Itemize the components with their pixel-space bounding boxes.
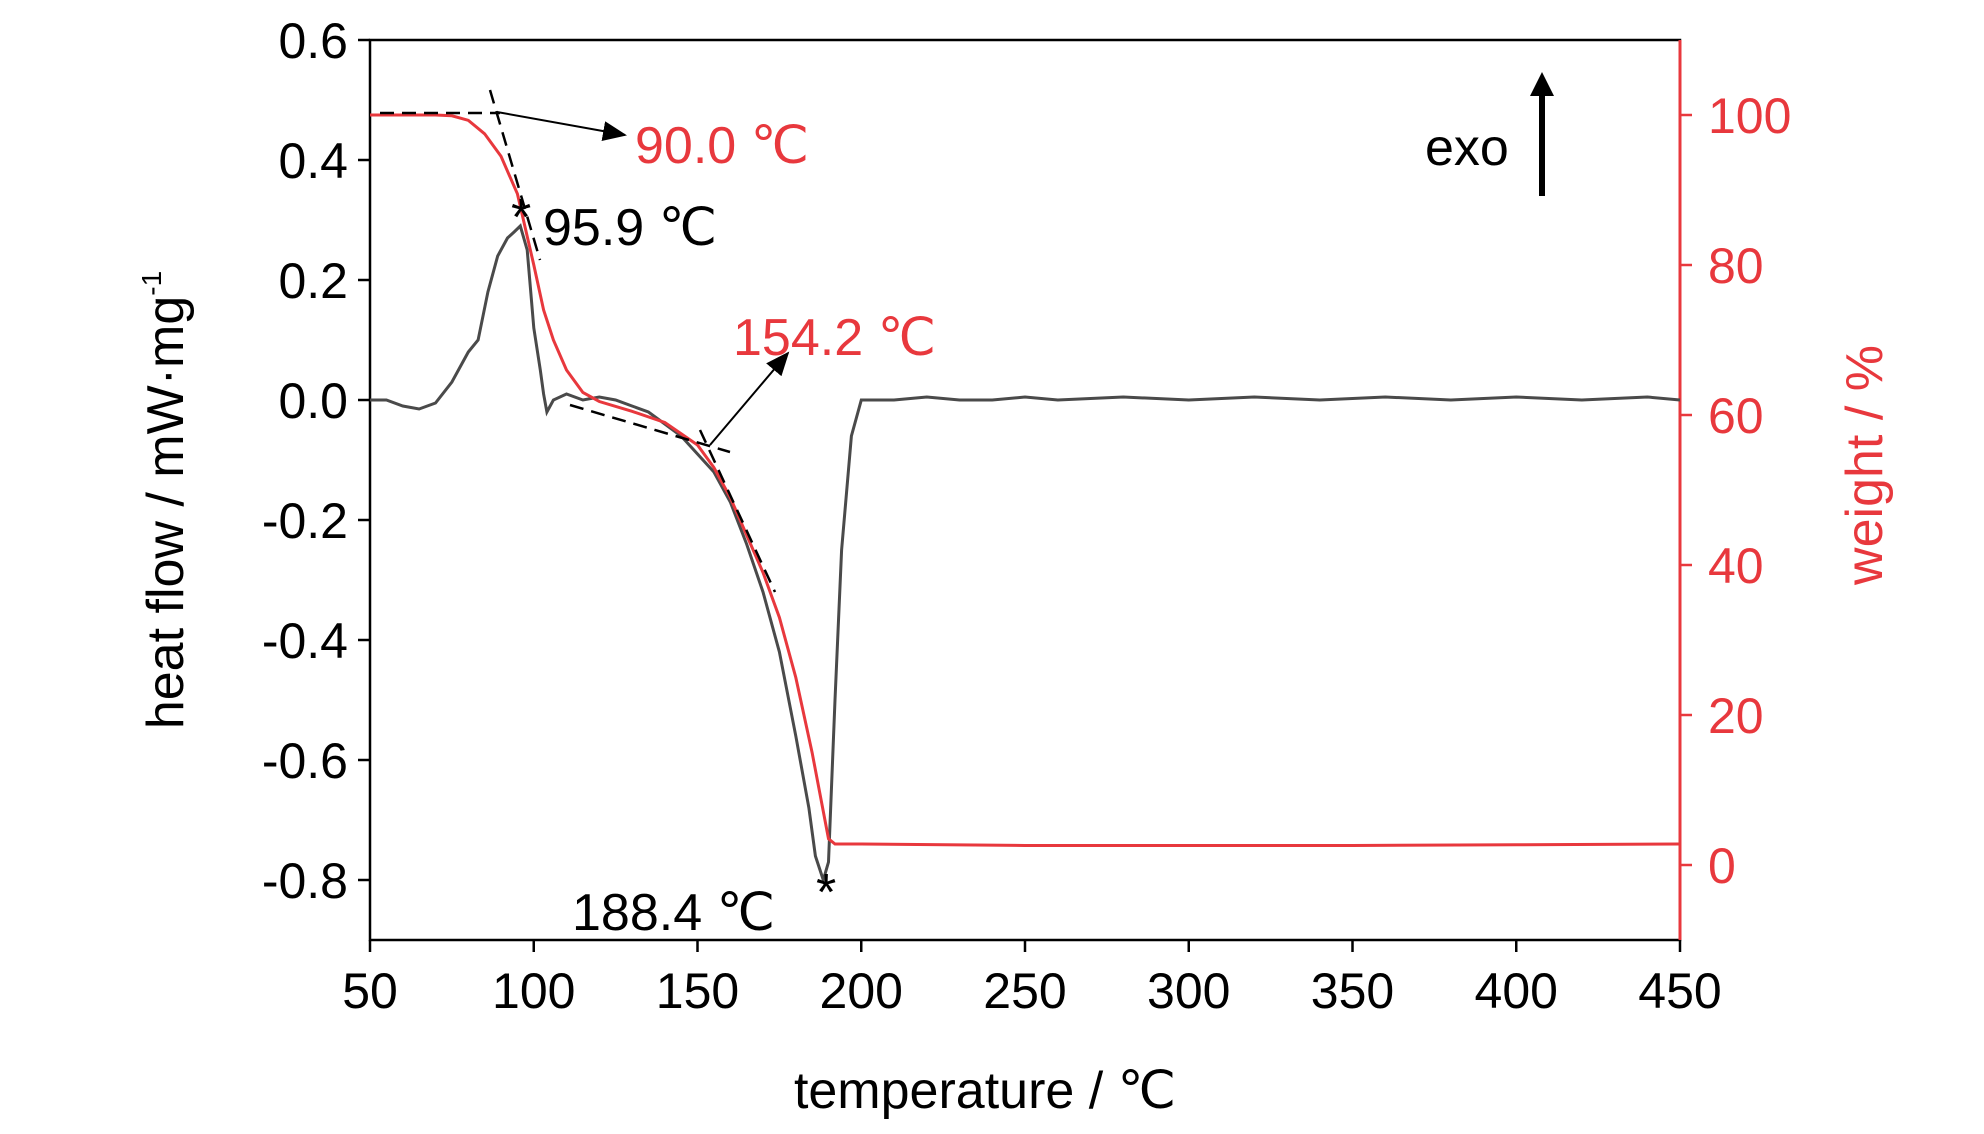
left-tick-label: 0.2 xyxy=(278,253,348,309)
exo-label: exo xyxy=(1425,119,1509,177)
x-tick-label: 250 xyxy=(983,963,1066,1019)
left-tick-label: -0.8 xyxy=(262,853,348,909)
left-tick-label: -0.2 xyxy=(262,493,348,549)
arrow-to-onset1-label xyxy=(496,111,627,141)
series-heat-flow-line xyxy=(370,223,1681,886)
right-axis-ticks: 0 20 40 60 80 100 xyxy=(1680,88,1791,894)
left-axis-title-main: heat flow / mW·mg xyxy=(137,296,195,729)
annotation-onset1: 90.0 ℃ xyxy=(635,117,809,175)
right-tick-label: 0 xyxy=(1708,838,1736,894)
right-tick-label: 80 xyxy=(1708,238,1764,294)
onset2-baseline-dashed xyxy=(569,403,731,454)
left-tick-label: -0.6 xyxy=(262,733,348,789)
exo-arrow-icon xyxy=(1530,72,1554,96)
left-tick-label: 0.6 xyxy=(278,13,348,69)
left-axis-title: heat flow / mW·mg-1 xyxy=(136,271,195,729)
left-tick-label: 0.0 xyxy=(278,373,348,429)
x-tick-label: 450 xyxy=(1638,963,1721,1019)
x-tick-label: 350 xyxy=(1311,963,1394,1019)
left-axis-title-sup: -1 xyxy=(136,271,167,296)
peak2-marker: * xyxy=(816,864,836,922)
left-tick-label: -0.4 xyxy=(262,613,348,669)
peak1-marker: * xyxy=(511,189,531,247)
x-tick-label: 50 xyxy=(342,963,398,1019)
x-tick-label: 400 xyxy=(1475,963,1558,1019)
right-tick-label: 60 xyxy=(1708,388,1764,444)
onset1-tangent-dashed xyxy=(488,89,542,261)
right-tick-label: 40 xyxy=(1708,538,1764,594)
x-tick-label: 200 xyxy=(820,963,903,1019)
left-tick-label: 0.4 xyxy=(278,133,348,189)
x-axis-ticks: 50 100 150 200 250 300 350 400 450 xyxy=(342,940,1722,1019)
arrow-to-onset2-label xyxy=(709,351,790,446)
x-axis-title: temperature / ℃ xyxy=(794,1062,1176,1120)
right-tick-label: 20 xyxy=(1708,688,1764,744)
x-tick-label: 100 xyxy=(492,963,575,1019)
x-tick-label: 150 xyxy=(656,963,739,1019)
right-tick-label: 100 xyxy=(1708,88,1791,144)
annotation-peak1: 95.9 ℃ xyxy=(543,199,717,257)
x-tick-label: 300 xyxy=(1147,963,1230,1019)
left-axis-ticks: -0.8 -0.6 -0.4 -0.2 0.0 0.2 0.4 0.6 xyxy=(262,13,370,909)
right-axis-title: weight / % xyxy=(1836,345,1894,586)
series-weight-line xyxy=(370,113,1681,847)
annotation-peak2: 188.4 ℃ xyxy=(572,884,775,942)
onset2-tangent-dashed xyxy=(698,429,777,593)
annotation-onset2: 154.2 ℃ xyxy=(733,309,936,367)
